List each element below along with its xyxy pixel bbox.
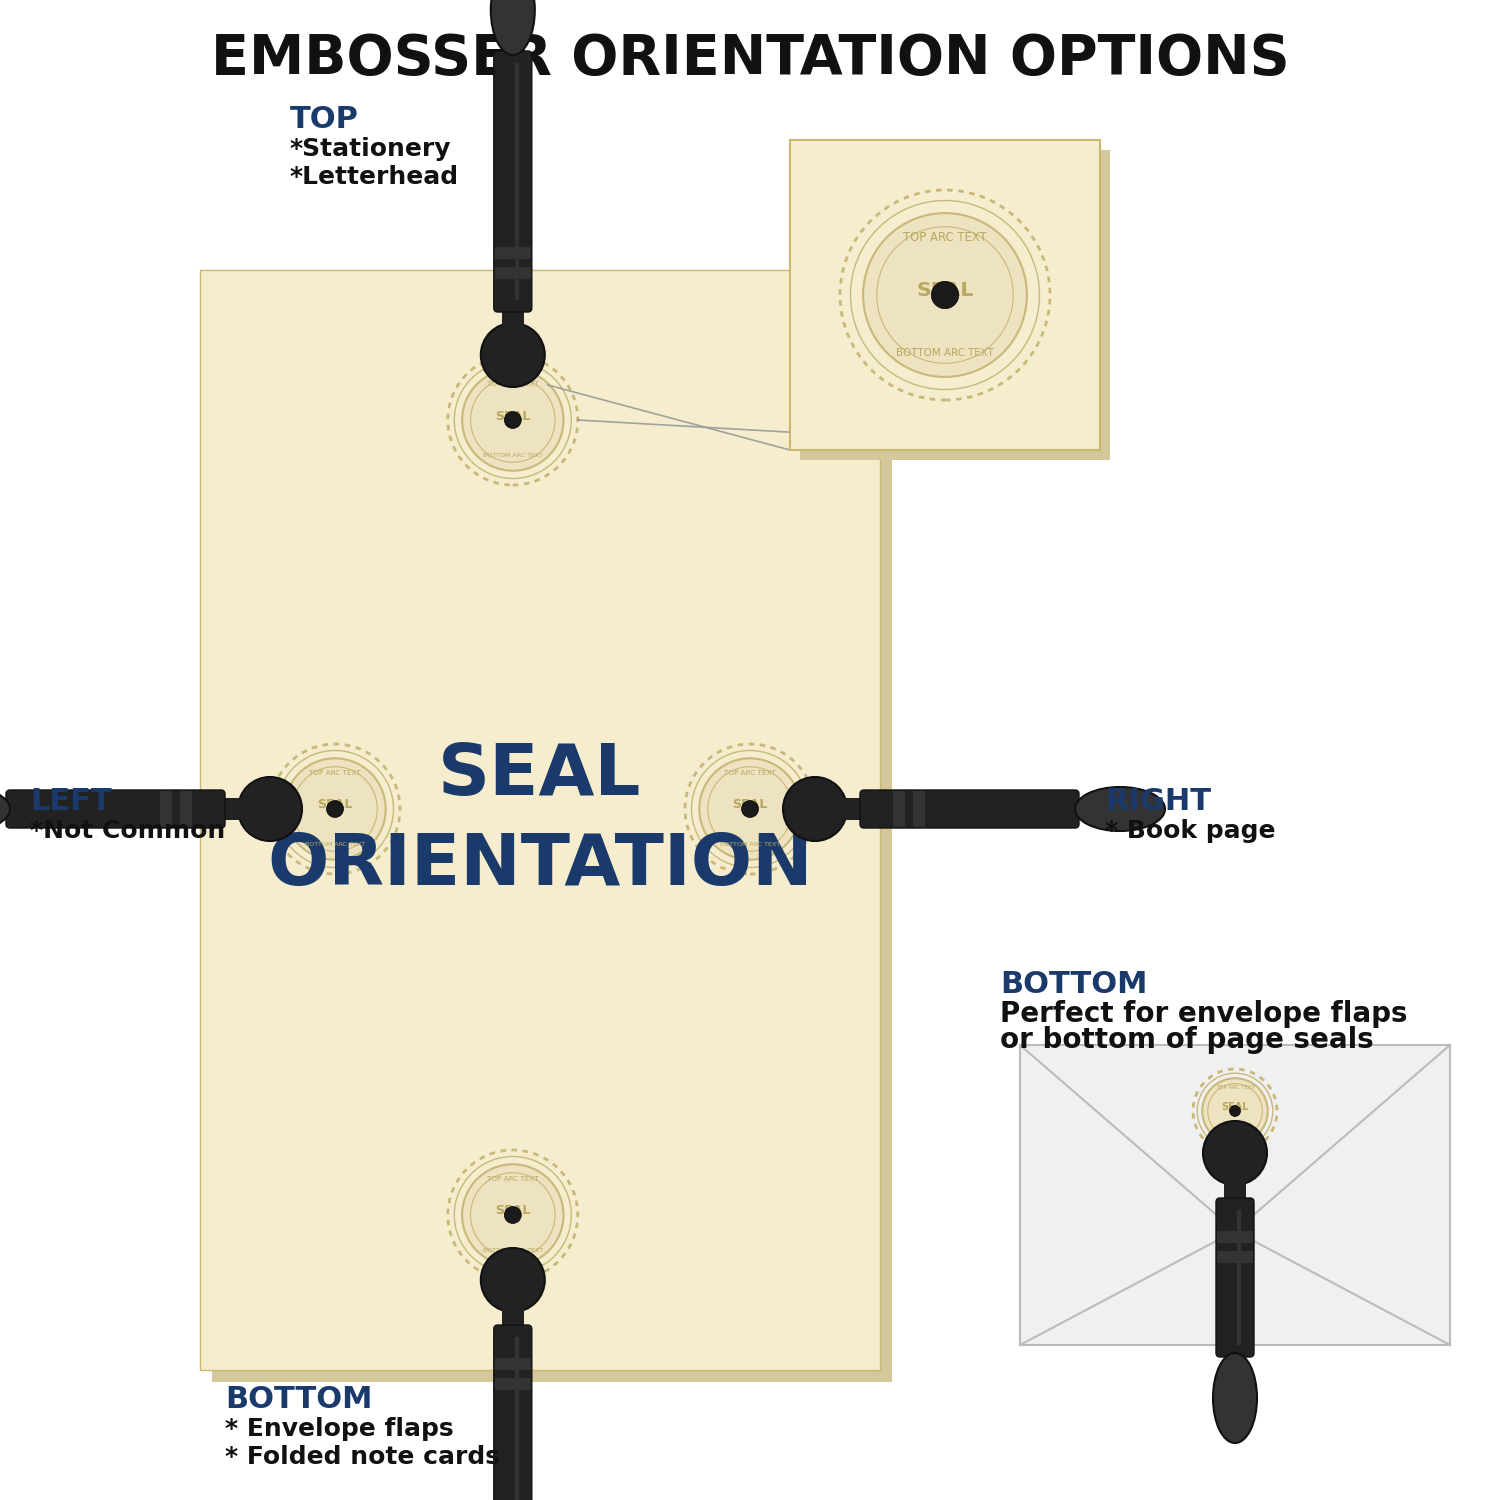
Text: SEAL: SEAL	[732, 798, 768, 812]
Circle shape	[932, 282, 958, 309]
Text: TOP ARC TEXT: TOP ARC TEXT	[903, 231, 987, 243]
Text: ORIENTATION: ORIENTATION	[267, 831, 813, 900]
FancyBboxPatch shape	[914, 790, 926, 826]
Text: SEAL: SEAL	[1221, 1102, 1248, 1112]
FancyBboxPatch shape	[503, 303, 524, 328]
Text: TOP ARC TEXT: TOP ARC TEXT	[724, 771, 776, 777]
Text: SEAL: SEAL	[495, 410, 531, 423]
Text: Perfect for envelope flaps: Perfect for envelope flaps	[1000, 1000, 1407, 1028]
Circle shape	[862, 213, 1028, 376]
Text: * Envelope flaps: * Envelope flaps	[225, 1418, 453, 1442]
FancyBboxPatch shape	[859, 790, 1078, 828]
Circle shape	[462, 369, 564, 471]
Circle shape	[741, 801, 759, 818]
FancyBboxPatch shape	[494, 51, 532, 312]
FancyBboxPatch shape	[892, 790, 904, 826]
FancyBboxPatch shape	[217, 798, 243, 820]
Text: LEFT: LEFT	[30, 788, 111, 816]
Text: SEAL: SEAL	[916, 282, 974, 300]
Text: TOP ARC TEXT: TOP ARC TEXT	[488, 1176, 538, 1182]
FancyBboxPatch shape	[495, 1358, 531, 1370]
Text: *Stationery: *Stationery	[290, 136, 452, 160]
Ellipse shape	[1076, 788, 1166, 831]
FancyBboxPatch shape	[180, 790, 192, 826]
Text: BOTTOM ARC TEXT: BOTTOM ARC TEXT	[896, 348, 995, 358]
FancyBboxPatch shape	[1216, 1251, 1252, 1263]
FancyBboxPatch shape	[211, 282, 892, 1382]
FancyBboxPatch shape	[160, 790, 172, 826]
Text: or bottom of page seals: or bottom of page seals	[1000, 1026, 1374, 1054]
FancyBboxPatch shape	[800, 150, 1110, 460]
Circle shape	[504, 411, 522, 429]
Text: BOTTOM ARC TEXT: BOTTOM ARC TEXT	[720, 843, 780, 848]
Text: TOP ARC TEXT: TOP ARC TEXT	[488, 381, 538, 387]
Ellipse shape	[1214, 1353, 1257, 1443]
FancyBboxPatch shape	[503, 1306, 524, 1332]
Circle shape	[327, 801, 344, 818]
Text: BOTTOM ARC TEXT: BOTTOM ARC TEXT	[304, 843, 364, 848]
Circle shape	[482, 1248, 544, 1312]
Text: SEAL: SEAL	[438, 741, 642, 810]
Text: * Book page: * Book page	[1106, 819, 1275, 843]
Text: BOTTOM ARC TEXT: BOTTOM ARC TEXT	[483, 1248, 543, 1254]
Circle shape	[238, 777, 302, 842]
Text: BOTTOM ARC TEXT: BOTTOM ARC TEXT	[483, 453, 543, 459]
FancyBboxPatch shape	[842, 798, 867, 820]
FancyBboxPatch shape	[495, 248, 531, 259]
Text: *Not Common: *Not Common	[30, 819, 225, 843]
Text: EMBOSSER ORIENTATION OPTIONS: EMBOSSER ORIENTATION OPTIONS	[210, 32, 1290, 86]
Circle shape	[1230, 1106, 1240, 1116]
Text: BOTTOM ARC TEXT: BOTTOM ARC TEXT	[1209, 1131, 1260, 1137]
Ellipse shape	[0, 788, 10, 831]
Text: BOTTOM: BOTTOM	[1000, 970, 1148, 999]
Text: BOTTOM: BOTTOM	[225, 1384, 372, 1414]
Circle shape	[482, 322, 544, 387]
FancyBboxPatch shape	[200, 270, 880, 1370]
Text: * Folded note cards: * Folded note cards	[225, 1444, 500, 1468]
FancyBboxPatch shape	[495, 1378, 531, 1390]
Text: RIGHT: RIGHT	[1106, 788, 1210, 816]
FancyBboxPatch shape	[6, 790, 225, 828]
Text: TOP ARC TEXT: TOP ARC TEXT	[309, 771, 362, 777]
Circle shape	[285, 759, 386, 859]
Ellipse shape	[490, 0, 536, 56]
Text: SEAL: SEAL	[318, 798, 352, 812]
Circle shape	[699, 759, 801, 859]
Text: TOP: TOP	[290, 105, 358, 134]
Circle shape	[783, 777, 847, 842]
FancyBboxPatch shape	[1216, 1232, 1252, 1244]
FancyBboxPatch shape	[1216, 1198, 1254, 1358]
FancyBboxPatch shape	[494, 1324, 532, 1500]
FancyBboxPatch shape	[790, 140, 1100, 450]
Circle shape	[1203, 1120, 1268, 1185]
Circle shape	[462, 1164, 564, 1266]
Circle shape	[504, 1206, 522, 1224]
FancyBboxPatch shape	[495, 267, 531, 279]
Text: SEAL: SEAL	[495, 1204, 531, 1218]
FancyBboxPatch shape	[1020, 1046, 1450, 1346]
Text: TOP ARC TEXT: TOP ARC TEXT	[1215, 1086, 1254, 1090]
FancyBboxPatch shape	[1224, 1180, 1246, 1204]
Circle shape	[1202, 1078, 1268, 1144]
Text: *Letterhead: *Letterhead	[290, 165, 459, 189]
